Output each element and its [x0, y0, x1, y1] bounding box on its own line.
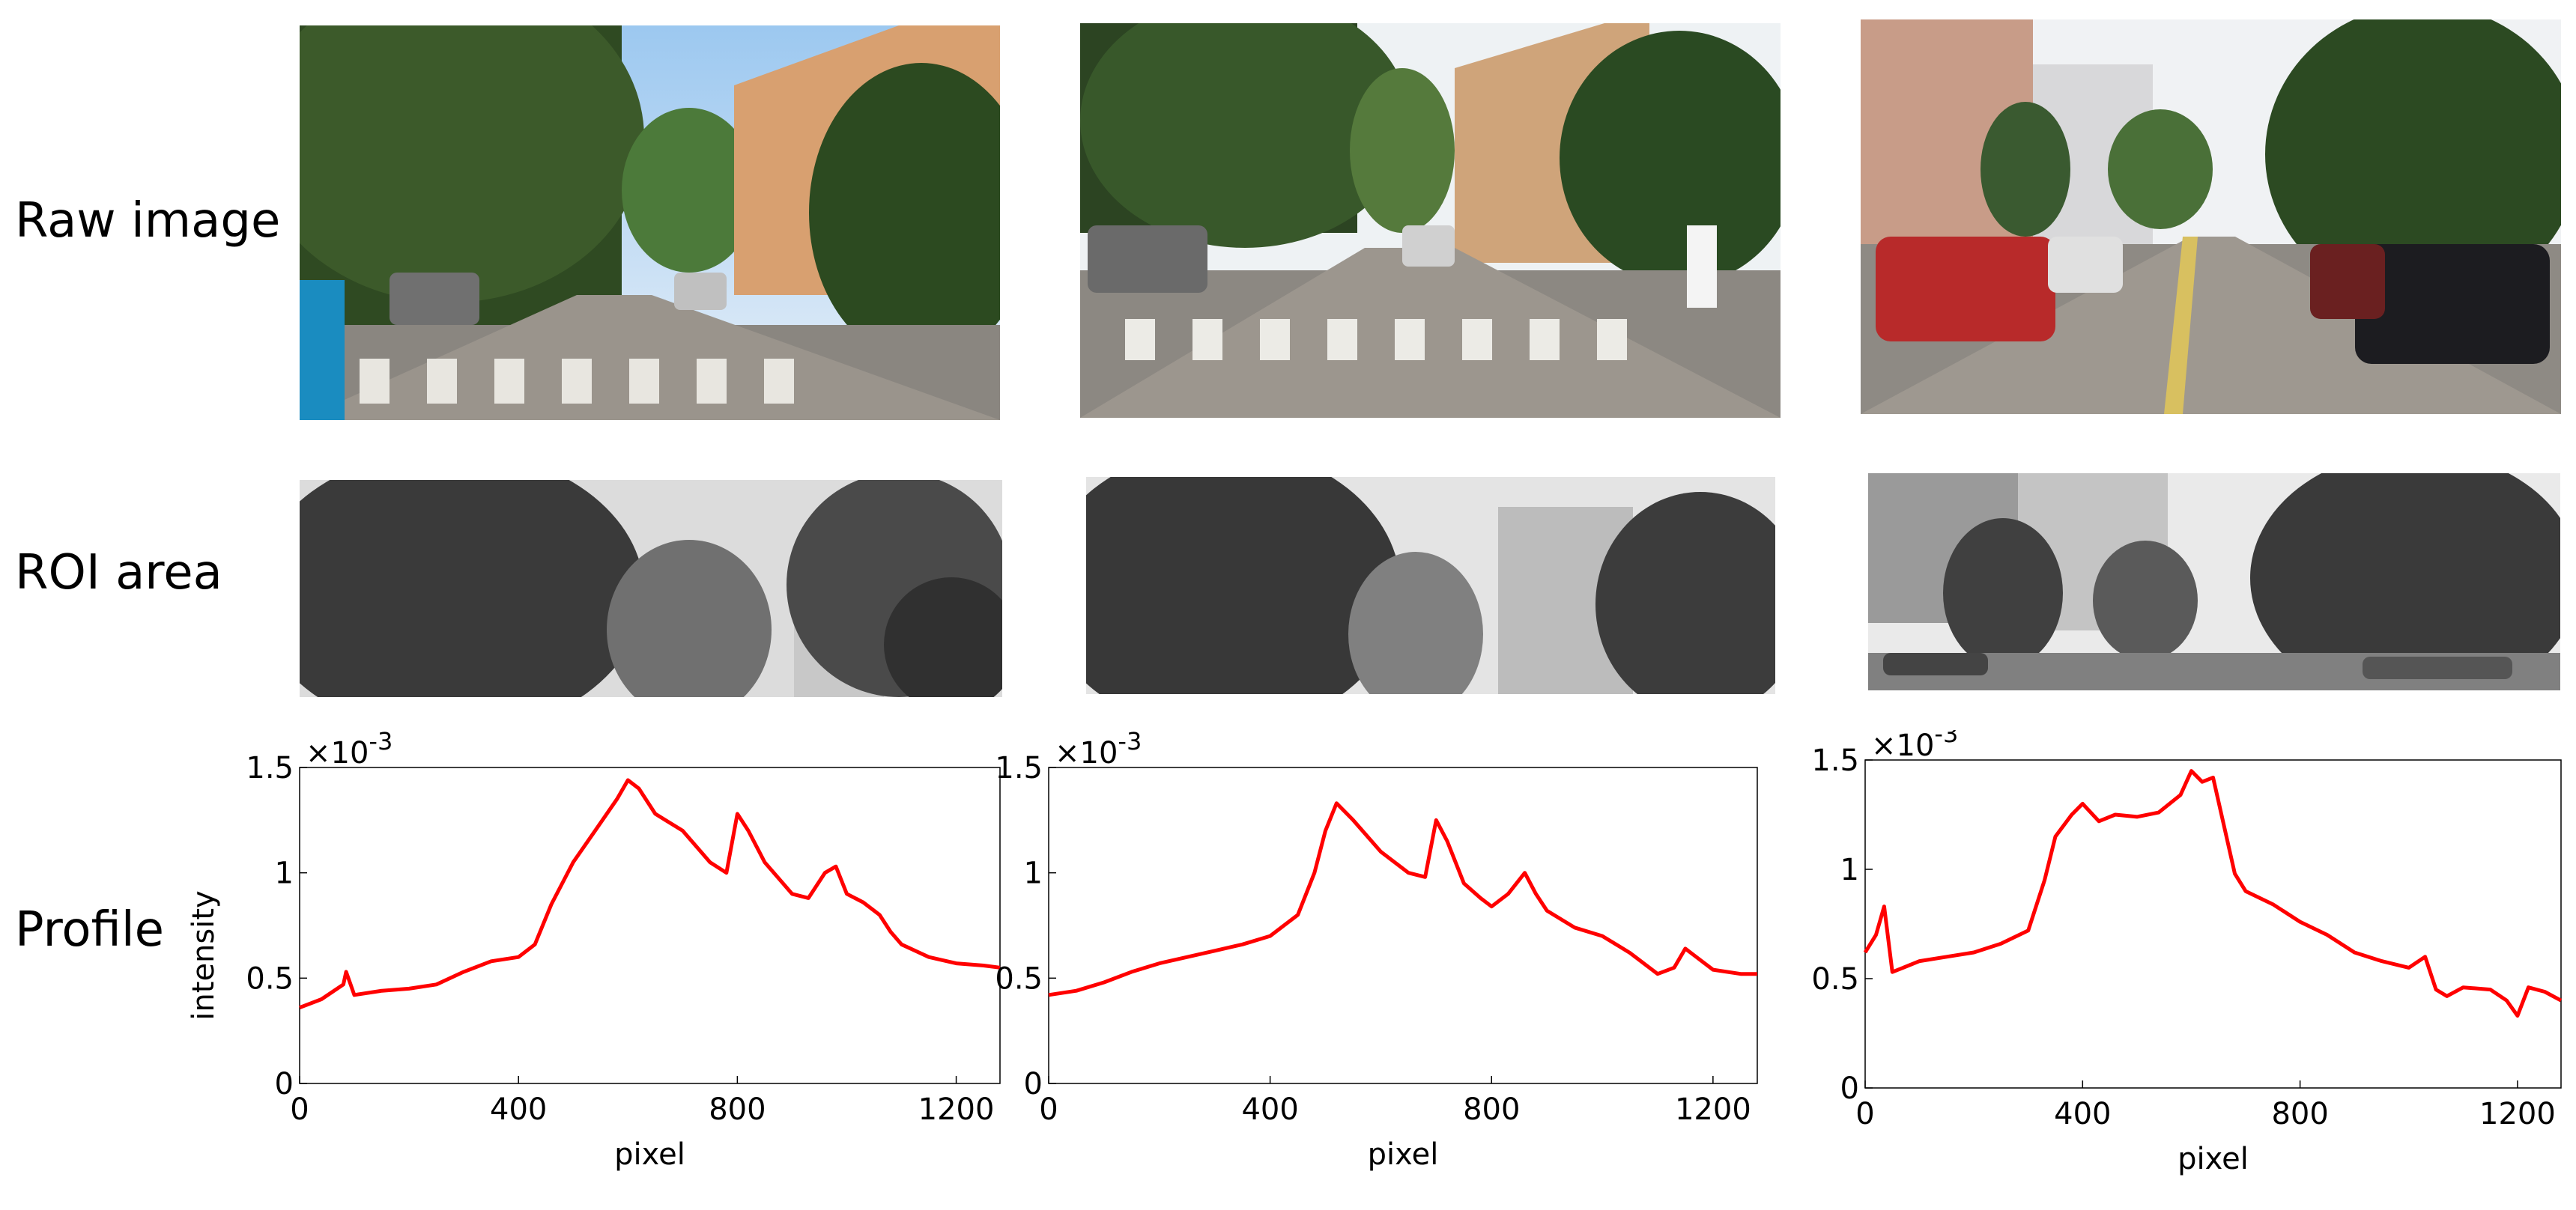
- roi-image-1: [300, 480, 1002, 697]
- chart-2-ytick-label: 1: [1024, 857, 1043, 891]
- profile-plot-2-svg: 0 400 800 1200 0 0.5 1 1.5 ×10-3 pixel: [995, 730, 1758, 1172]
- chart-2-xtick-label: 800: [1463, 1092, 1520, 1127]
- chart-3-xtick-label: 400: [2054, 1097, 2111, 1131]
- profile-plot-3: 0 400 800 1200 0 0.5 1 1.5 ×10-3 pixel: [1753, 730, 2576, 1209]
- row-label-raw-image: Raw image: [15, 193, 281, 249]
- profile-plot-1-svg: 0 400 800 1200 0 0.5 1 1.5 ×10-3 pixel intensity: [187, 730, 1001, 1172]
- chart-3-ytick-label: 1.5: [1811, 744, 1859, 778]
- row-label-roi-area: ROI area: [15, 545, 222, 601]
- chart-2-xtick-label: 400: [1241, 1092, 1298, 1127]
- roi-image-2: [1086, 477, 1775, 694]
- chart-2-xlabel: pixel: [1368, 1137, 1439, 1172]
- chart-3-axes-box: [1864, 759, 2562, 1089]
- chart-2-xtick-label: 0: [1039, 1092, 1058, 1127]
- chart-3-y-exponent: ×10-3: [1871, 730, 1958, 763]
- chart-3-y-exponent-base: ×10: [1871, 730, 1934, 763]
- chart-1-y-exponent-power: -3: [369, 730, 393, 756]
- chart-1-xlabel: pixel: [614, 1137, 685, 1172]
- chart-3-xtick-label: 0: [1855, 1097, 1874, 1131]
- chart-3-ytick-label: 1: [1840, 853, 1859, 887]
- row-label-profile: Profile: [15, 902, 164, 958]
- chart-1-ytick-label: 0: [275, 1067, 294, 1101]
- chart-1-ytick-label: 0.5: [246, 961, 294, 996]
- chart-1-y-exponent-base: ×10: [306, 736, 369, 770]
- chart-2-axes-box: [1048, 767, 1758, 1084]
- chart-3-xtick-label: 800: [2271, 1097, 2328, 1131]
- chart-2-y-exponent: ×10-3: [1055, 730, 1142, 770]
- roi-image-3: [1868, 473, 2560, 690]
- chart-2-y-exponent-power: -3: [1118, 730, 1142, 756]
- chart-3-ytick-label: 0.5: [1811, 962, 1859, 997]
- chart-3-y-exponent-power: -3: [1934, 730, 1958, 748]
- chart-1-series-line-0: [299, 778, 1001, 1010]
- chart-2-series-line-0: [1048, 801, 1757, 997]
- chart-2-ytick-label: 1.5: [995, 751, 1043, 785]
- chart-1-xtick-label: 800: [709, 1092, 766, 1127]
- raw-image-2: [1080, 23, 1781, 418]
- chart-2-xtick-label: 1200: [1675, 1092, 1751, 1127]
- chart-3-xlabel: pixel: [2178, 1142, 2249, 1176]
- chart-1-xtick-label: 0: [290, 1092, 309, 1127]
- chart-2-ytick-label: 0.5: [995, 961, 1043, 996]
- profile-plot-3-svg: 0 400 800 1200 0 0.5 1 1.5 ×10-3 pixel: [1811, 730, 2563, 1176]
- profile-plot-1: 0 400 800 1200 0 0.5 1 1.5 ×10-3 pixel intensity: [172, 730, 1011, 1209]
- profile-plot-2: 0 400 800 1200 0 0.5 1 1.5 ×10-3 pixel: [974, 730, 1783, 1209]
- chart-1-ytick-label: 1.5: [246, 751, 294, 785]
- raw-image-1: [300, 25, 1000, 420]
- chart-1-ytick-label: 1: [275, 857, 294, 891]
- chart-1-ylabel: intensity: [187, 890, 221, 1020]
- chart-1-axes-box: [299, 767, 1001, 1084]
- chart-1-xtick-label: 1200: [918, 1092, 995, 1127]
- chart-1-y-exponent: ×10-3: [306, 730, 393, 770]
- chart-3-xtick-label: 1200: [2479, 1097, 2556, 1131]
- raw-image-3: [1861, 19, 2561, 414]
- chart-2-y-exponent-base: ×10: [1055, 736, 1118, 770]
- chart-2-ytick-label: 0: [1024, 1067, 1043, 1101]
- chart-3-ytick-label: 0: [1840, 1071, 1859, 1106]
- chart-1-xtick-label: 400: [490, 1092, 547, 1127]
- chart-3-series-line-0: [1863, 769, 2563, 1018]
